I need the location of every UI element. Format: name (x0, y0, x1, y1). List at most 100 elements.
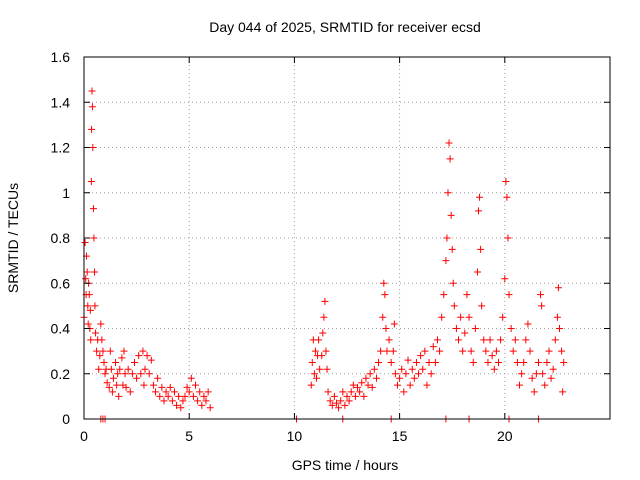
data-point (84, 302, 92, 310)
data-point (88, 87, 96, 95)
data-point (135, 352, 143, 360)
data-point (368, 383, 376, 391)
data-point (425, 358, 433, 366)
y-axis-ticks: 0 0.2 0.4 0.6 0.8 1 1.2 1.4 1.6 (51, 49, 610, 427)
data-point (337, 397, 345, 405)
data-point (417, 352, 425, 360)
data-point (412, 358, 420, 366)
data-point (133, 374, 141, 382)
y-tick-label: 1 (62, 185, 70, 201)
data-point (116, 365, 124, 373)
data-point (339, 388, 347, 396)
y-axis-label: SRMTID / TECUs (5, 183, 21, 293)
data-point (109, 374, 117, 382)
data-point (322, 347, 330, 355)
data-point (323, 365, 331, 373)
data-point (89, 205, 97, 213)
data-point (143, 352, 151, 360)
x-tick-label: 0 (80, 428, 88, 444)
data-point (83, 268, 91, 276)
y-tick-label: 1.2 (51, 140, 71, 156)
data-point (380, 279, 388, 287)
data-point (347, 388, 355, 396)
data-point (436, 347, 444, 355)
data-point (505, 291, 513, 299)
x-tick-label: 20 (497, 428, 513, 444)
data-point (486, 336, 494, 344)
data-point (108, 388, 116, 396)
data-point (516, 381, 524, 389)
data-point (91, 302, 99, 310)
data-point (145, 370, 153, 378)
data-point (421, 347, 429, 355)
data-point (351, 392, 359, 400)
data-point (499, 313, 507, 321)
data-point (96, 352, 104, 360)
data-point (330, 392, 338, 400)
data-point (396, 374, 404, 382)
y-tick-label: 1.4 (51, 94, 71, 110)
data-point (328, 401, 336, 409)
data-point (410, 374, 418, 382)
data-point (467, 347, 475, 355)
data-point (494, 358, 502, 366)
data-point (345, 397, 353, 405)
data-point (320, 313, 328, 321)
data-point (461, 329, 469, 337)
x-tick-label: 5 (185, 428, 193, 444)
data-point (554, 284, 562, 292)
data-point (560, 358, 568, 366)
data-point (173, 401, 181, 409)
data-point (114, 370, 122, 378)
data-point (431, 358, 439, 366)
data-point (400, 388, 408, 396)
data-point (480, 336, 488, 344)
data-point (82, 275, 90, 283)
data-point (427, 370, 435, 378)
y-tick-label: 1.6 (51, 49, 71, 65)
data-point (475, 207, 482, 215)
data-point (202, 397, 210, 405)
data-point (98, 336, 106, 344)
data-point (324, 388, 332, 396)
data-point (177, 404, 185, 412)
data-point (105, 383, 113, 391)
data-point (194, 397, 202, 405)
data-point (448, 245, 456, 253)
data-point (354, 383, 362, 391)
data-point (539, 370, 547, 378)
data-point (382, 325, 390, 332)
data-point (366, 370, 374, 378)
data-point (476, 193, 484, 201)
data-point (147, 356, 155, 364)
data-point (433, 336, 441, 344)
data-point (356, 388, 364, 396)
data-point (440, 291, 448, 299)
data-point (141, 365, 149, 373)
data-point (390, 320, 398, 328)
x-tick-label: 10 (287, 428, 303, 444)
y-tick-label: 0 (62, 411, 70, 427)
data-point (553, 313, 561, 321)
data-point (196, 388, 204, 396)
data-point (89, 144, 97, 151)
data-point (398, 365, 406, 373)
data-point (556, 325, 564, 332)
data-point (307, 381, 315, 389)
data-point (103, 379, 111, 387)
data-point (316, 365, 324, 373)
data-point (99, 347, 107, 355)
data-point (120, 347, 128, 355)
data-point (140, 381, 148, 389)
data-point (149, 381, 157, 389)
data-point (152, 388, 160, 396)
data-point (507, 325, 515, 332)
data-point (408, 365, 416, 373)
data-point (445, 139, 453, 147)
data-point (112, 358, 120, 366)
data-point (545, 347, 553, 355)
data-point (87, 177, 95, 185)
data-point (452, 325, 460, 332)
data-point (128, 370, 136, 378)
data-point (358, 379, 366, 387)
